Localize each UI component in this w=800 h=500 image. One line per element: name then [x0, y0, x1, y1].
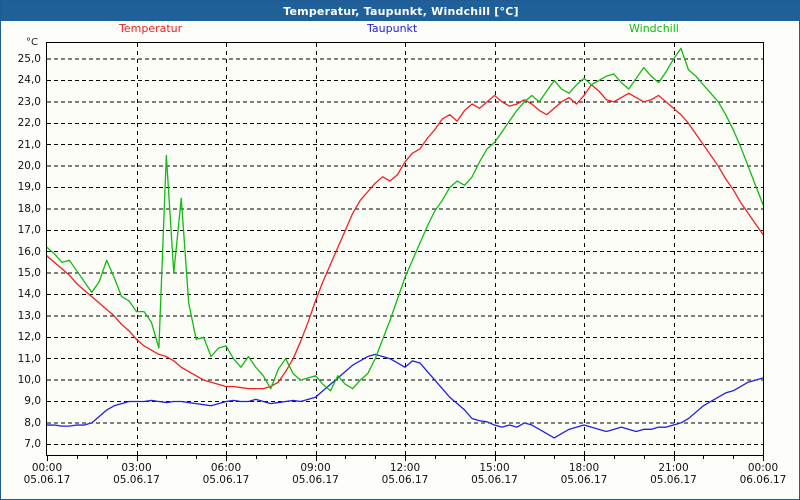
y-axis-tick-label: 16,0: [17, 245, 41, 258]
x-axis-tick-time: 00:00: [747, 462, 779, 474]
x-axis-tick-label: 06:00 05.06.17: [191, 462, 261, 486]
y-axis-tick-label: 18,0: [17, 202, 41, 215]
y-axis-tick-label: 17,0: [17, 224, 41, 237]
x-axis-tick-mark: [316, 455, 317, 461]
x-axis-tick-date: 05.06.17: [202, 474, 250, 486]
x-axis-tick-label: 09:00 05.06.17: [281, 462, 351, 486]
y-axis-tick-label: 19,0: [17, 181, 41, 194]
x-axis-tick-date: 05.06.17: [292, 474, 339, 486]
y-axis-tick-label: 14,0: [17, 288, 41, 301]
y-axis-tick-label: 12,0: [17, 331, 41, 344]
x-axis-tick-mark: [703, 455, 704, 459]
y-axis-tick-label: 23,0: [17, 95, 41, 108]
x-axis-tick-mark: [345, 455, 346, 459]
y-axis-tick-label: 8,0: [24, 416, 41, 429]
x-axis-tick-date: 05.06.17: [650, 474, 697, 486]
plot-area: [46, 42, 764, 456]
x-axis-tick-label: 00:00 05.06.17: [12, 462, 82, 486]
y-axis-tick-label: 11,0: [17, 352, 41, 365]
series-line-taupunkt: [47, 353, 763, 439]
window-title: Temperatur, Taupunkt, Windchill [°C]: [283, 4, 519, 18]
x-axis-tick-mark: [107, 455, 108, 459]
x-axis-tick-time: 09:00: [300, 462, 331, 474]
y-axis-tick-label: 21,0: [17, 138, 41, 151]
x-axis-tick-label: 18:00 05.06.17: [549, 462, 619, 486]
x-axis-tick-mark: [137, 455, 138, 461]
series-line-windchill: [47, 47, 763, 392]
y-axis-tick-label: 7,0: [24, 438, 41, 451]
x-axis-tick-mark: [286, 455, 287, 459]
x-axis-tick-label: 00:00 06.06.17: [728, 462, 798, 486]
x-axis-tick-mark: [614, 455, 615, 459]
x-axis-tick-label: 21:00 05.06.17: [639, 462, 709, 486]
y-axis-tick-label: 10,0: [17, 374, 41, 387]
x-axis-tick-mark: [495, 455, 496, 461]
x-axis-tick-date: 05.06.17: [381, 474, 429, 486]
x-axis-tick-mark: [733, 455, 734, 459]
window-titlebar: Temperatur, Taupunkt, Windchill [°C]: [1, 1, 800, 21]
x-axis-tick-mark: [405, 455, 406, 461]
x-axis-tick-date: 05.06.17: [471, 474, 518, 486]
grid-lines-vertical: [137, 43, 675, 455]
x-axis-tick-label: 12:00 05.06.17: [370, 462, 440, 486]
x-axis-tick-mark: [554, 455, 555, 459]
y-axis-unit-label: °C: [26, 37, 38, 48]
x-axis-tick-time: 12:00: [389, 462, 421, 474]
y-axis-tick-label: 15,0: [17, 267, 41, 280]
y-axis-tick-label: 25,0: [17, 53, 41, 66]
x-axis-tick-time: 06:00: [210, 462, 242, 474]
x-axis-tick-mark: [435, 455, 436, 459]
x-axis-tick-mark: [166, 455, 167, 459]
x-axis-tick-mark: [47, 455, 48, 461]
legend-item-windchill: Windchill: [629, 22, 679, 35]
y-axis-tick-label: 9,0: [24, 395, 41, 408]
x-axis-tick-mark: [375, 455, 376, 459]
x-axis-tick-time: 21:00: [658, 462, 689, 474]
x-axis-tick-mark: [644, 455, 645, 459]
x-axis-tick-mark: [77, 455, 78, 459]
y-axis-tick-label: 20,0: [17, 160, 41, 173]
x-axis-tick-time: 18:00: [568, 462, 600, 474]
x-axis-tick-mark: [226, 455, 227, 461]
x-axis-tick-mark: [256, 455, 257, 459]
y-axis-tick-label: 22,0: [17, 117, 41, 130]
x-axis-tick-label: 03:00 05.06.17: [102, 462, 172, 486]
x-axis-tick-date: 05.06.17: [23, 474, 71, 486]
chart-canvas: [47, 43, 763, 455]
x-axis-tick-mark: [524, 455, 525, 459]
data-series-layer: [47, 47, 763, 439]
x-axis-tick-mark: [674, 455, 675, 461]
y-axis-tick-label: 13,0: [17, 309, 41, 322]
x-axis-tick-mark: [763, 455, 764, 461]
x-axis-tick-label: 15:00 05.06.17: [460, 462, 530, 486]
series-line-temperatur: [47, 84, 763, 390]
legend-item-taupunkt: Taupunkt: [367, 22, 418, 35]
x-axis-tick-mark: [465, 455, 466, 459]
x-axis-tick-date: 05.06.17: [113, 474, 160, 486]
x-axis-tick-date: 06.06.17: [739, 474, 787, 486]
x-axis-tick-time: 00:00: [31, 462, 63, 474]
chart-legend: Temperatur Taupunkt Windchill: [1, 22, 800, 38]
x-axis-tick-time: 15:00: [479, 462, 510, 474]
y-axis-tick-label: 24,0: [17, 74, 41, 87]
x-axis-tick-date: 05.06.17: [560, 474, 608, 486]
x-axis-tick-mark: [196, 455, 197, 459]
legend-item-temperatur: Temperatur: [119, 22, 183, 35]
x-axis-tick-time: 03:00: [121, 462, 152, 474]
x-axis-tick-mark: [584, 455, 585, 461]
